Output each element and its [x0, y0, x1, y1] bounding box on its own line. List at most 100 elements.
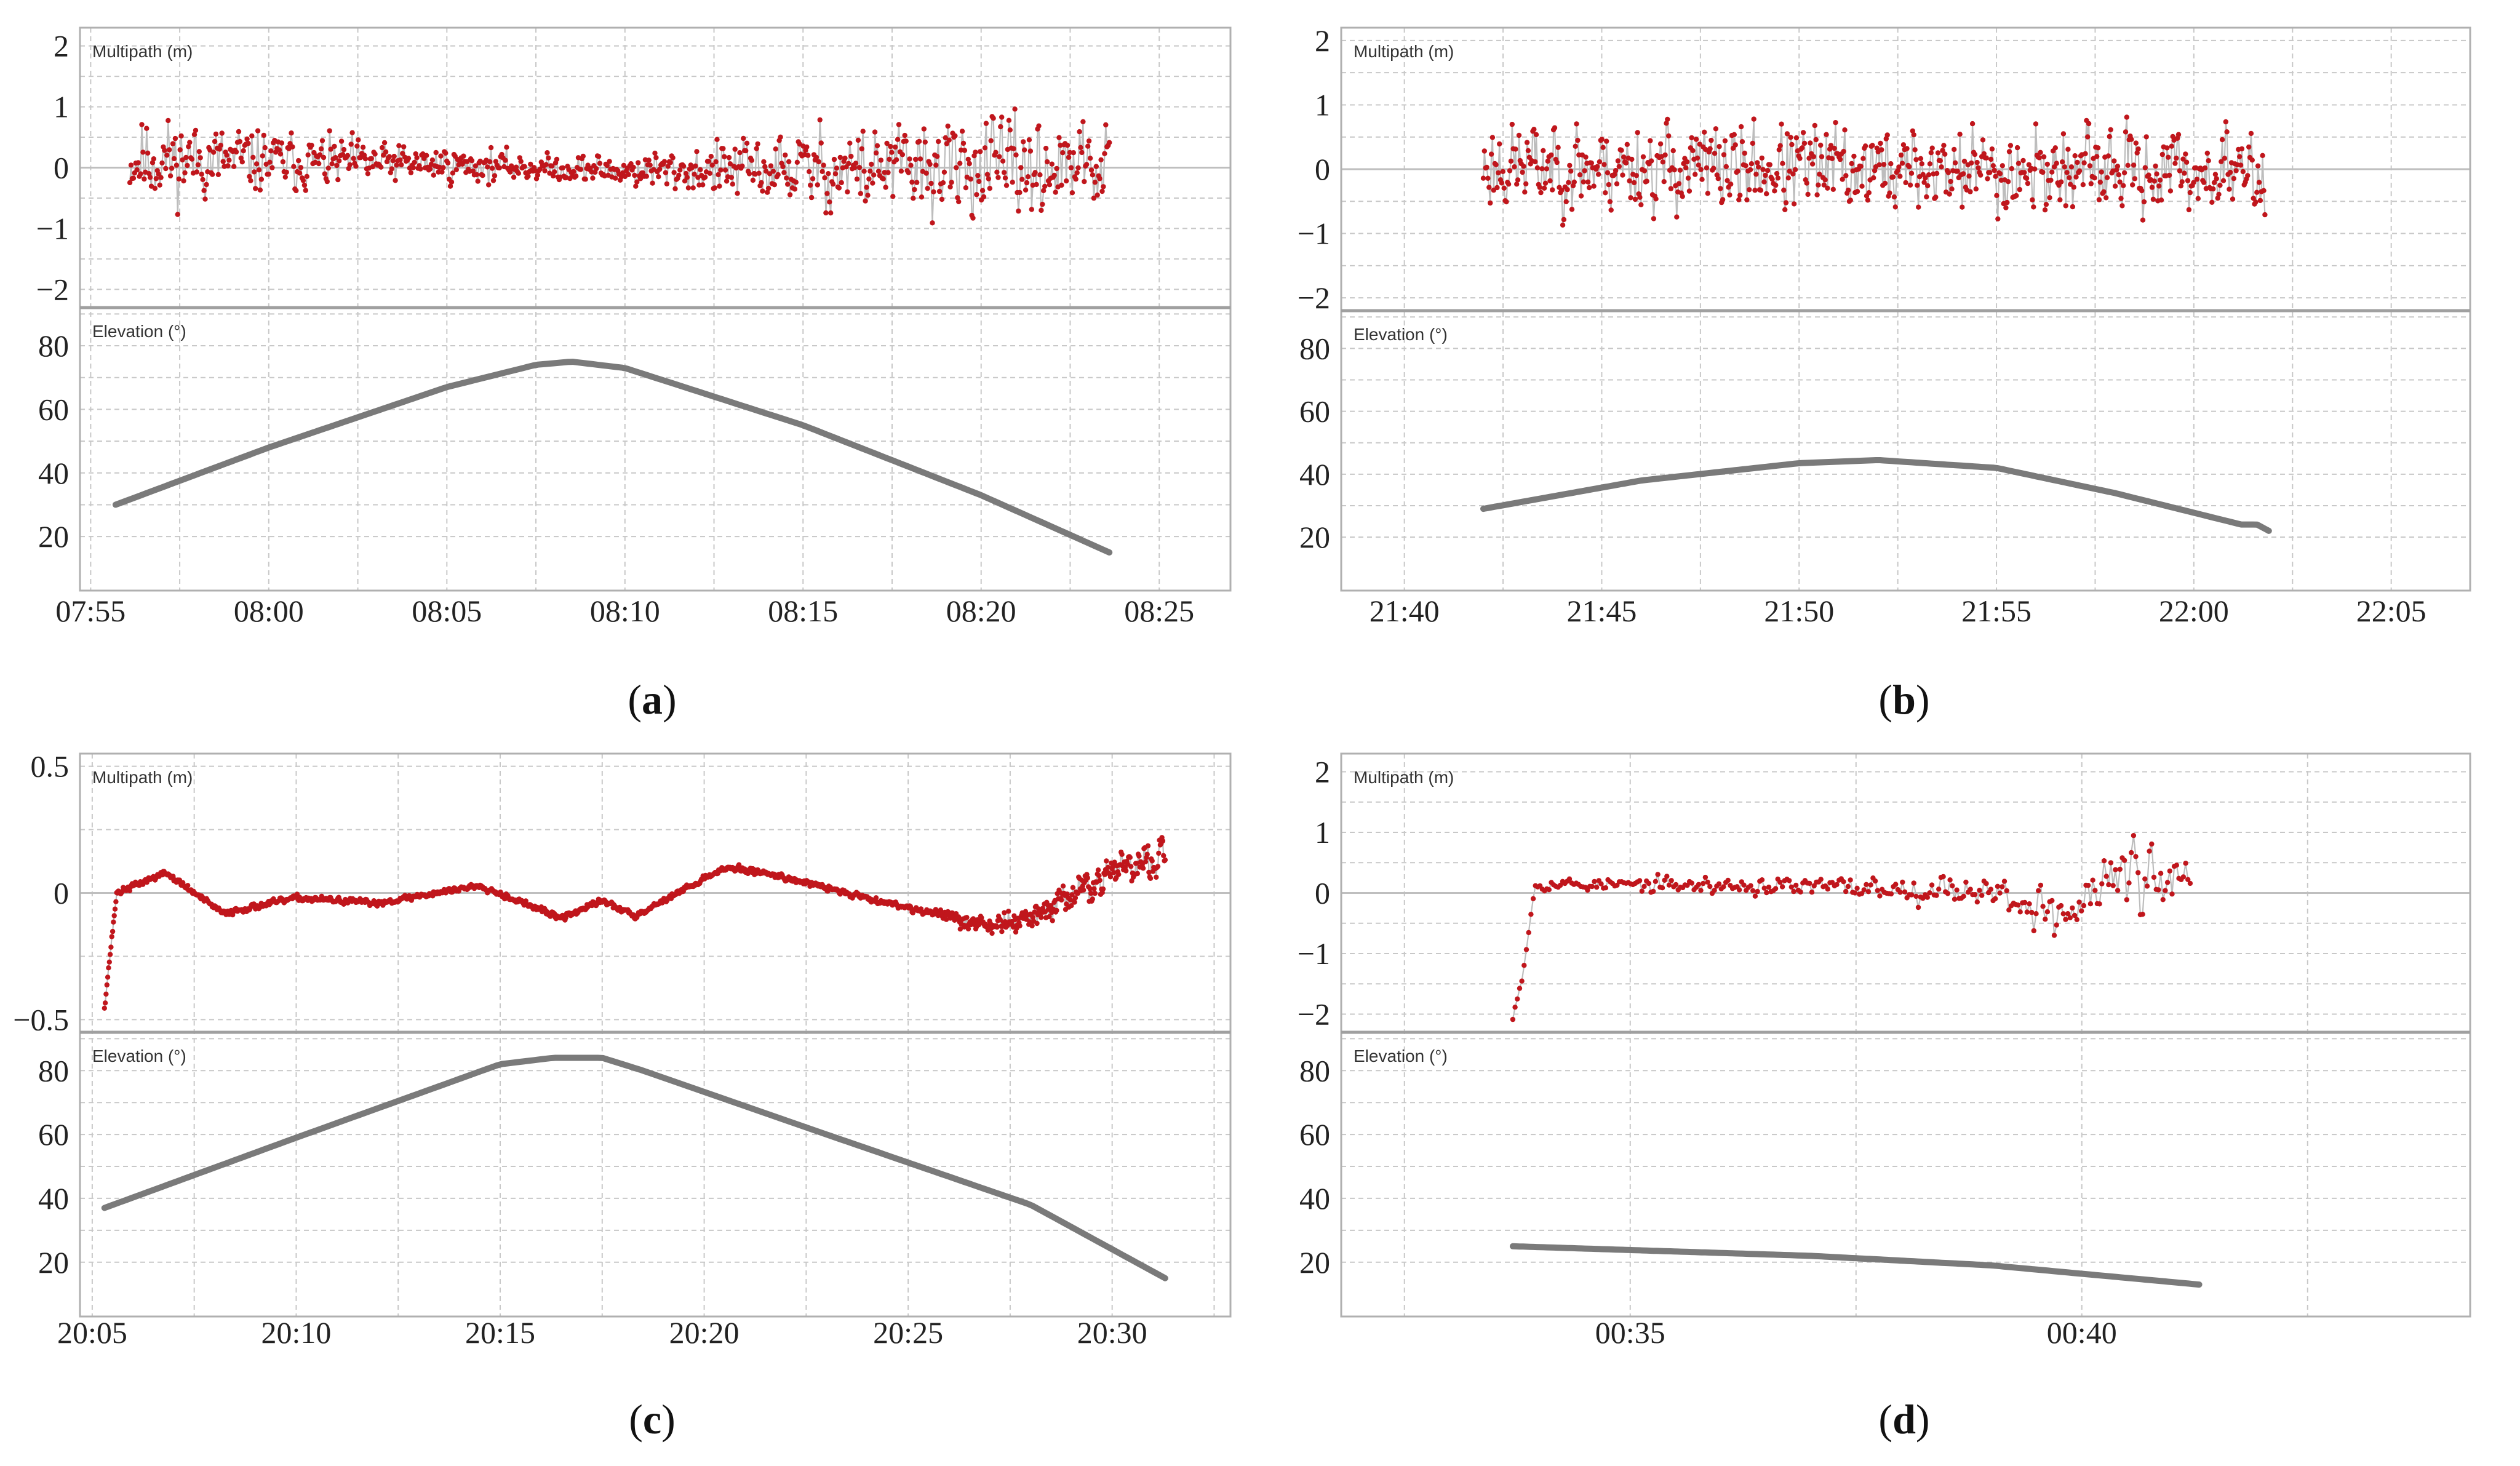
multipath-point — [865, 193, 871, 198]
multipath-point — [2059, 179, 2064, 185]
multipath-point — [665, 164, 671, 169]
multipath-point — [863, 198, 868, 204]
multipath-point — [1817, 172, 1822, 177]
multipath-point — [680, 163, 687, 169]
multipath-point — [2063, 203, 2068, 209]
multipath-point — [280, 159, 286, 165]
multipath-point — [145, 150, 151, 156]
multipath-point — [1908, 892, 1915, 898]
multipath-point — [1095, 192, 1100, 198]
multipath-point — [1069, 892, 1075, 898]
multipath-point — [824, 191, 830, 196]
y-tick-label: 40 — [38, 456, 69, 490]
panel-letter: b — [1892, 676, 1916, 723]
multipath-point — [2070, 905, 2075, 911]
multipath-point — [960, 140, 967, 146]
multipath-point — [919, 194, 925, 200]
multipath-point — [345, 153, 351, 158]
multipath-point — [1993, 896, 1998, 902]
multipath-point — [2090, 877, 2095, 883]
multipath-point — [253, 186, 258, 191]
multipath-point — [656, 174, 661, 180]
multipath-point — [2119, 203, 2125, 209]
multipath-point — [1542, 180, 1549, 186]
multipath-point — [1760, 167, 1766, 172]
multipath-point — [372, 151, 378, 157]
multipath-point — [754, 146, 759, 151]
multipath-point — [2121, 170, 2127, 176]
multipath-point — [1848, 197, 1853, 203]
multipath-point — [1743, 163, 1748, 169]
multipath-point — [1608, 207, 1614, 213]
multipath-point — [381, 140, 388, 146]
multipath-point — [2115, 888, 2121, 893]
multipath-point — [1660, 159, 1665, 165]
multipath-point — [2068, 181, 2073, 187]
multipath-point — [2031, 204, 2036, 210]
multipath-point — [1686, 188, 1693, 194]
multipath-point — [1026, 137, 1032, 143]
multipath-point — [2149, 185, 2155, 190]
multipath-point — [236, 129, 242, 135]
multipath-point — [2130, 182, 2135, 188]
multipath-point — [794, 159, 800, 165]
multipath-point — [193, 127, 199, 133]
multipath-point — [2054, 922, 2059, 928]
multipath-point — [2029, 909, 2035, 915]
panel-caption: (c) — [629, 1396, 676, 1443]
multipath-point — [1631, 180, 1637, 186]
multipath-point — [2172, 161, 2178, 166]
multipath-point — [762, 164, 768, 170]
multipath-point — [2146, 172, 2151, 178]
multipath-point — [1777, 879, 1783, 885]
multipath-point — [931, 189, 936, 194]
multipath-point — [1696, 162, 1701, 168]
multipath-point — [1748, 883, 1753, 888]
multipath-point — [2129, 137, 2134, 142]
multipath-point — [2067, 915, 2073, 921]
x-tick-label: 08:00 — [234, 594, 304, 628]
multipath-point — [783, 152, 788, 158]
multipath-point — [1049, 161, 1055, 167]
multipath-point — [1533, 132, 1539, 137]
multipath-point — [1704, 165, 1710, 170]
multipath-point — [2133, 854, 2139, 859]
y-tick-label: 20 — [38, 1245, 69, 1280]
multipath-point — [1896, 164, 1902, 170]
multipath-point — [301, 182, 308, 188]
multipath-point — [239, 159, 245, 165]
multipath-point — [496, 165, 502, 171]
multipath-point — [1705, 879, 1710, 885]
multipath-point — [2185, 178, 2191, 183]
multipath-point — [1742, 150, 1747, 156]
multipath-point — [1755, 888, 1760, 894]
multipath-point — [1550, 187, 1555, 193]
multipath-point — [793, 180, 799, 185]
y-tick-label: −1 — [1298, 936, 1330, 971]
multipath-point — [2087, 901, 2094, 907]
multipath-point — [1059, 897, 1064, 903]
multipath-point — [597, 161, 603, 166]
multipath-point — [1776, 147, 1782, 153]
multipath-point — [318, 146, 324, 152]
multipath-point — [2147, 848, 2152, 854]
multipath-point — [2140, 912, 2145, 917]
multipath-point — [590, 175, 596, 181]
multipath-point — [2116, 172, 2121, 178]
multipath-point — [1047, 914, 1052, 920]
multipath-point — [2253, 199, 2259, 205]
multipath-point — [2238, 162, 2244, 168]
multipath-point — [2024, 909, 2030, 915]
multipath-point — [1818, 877, 1824, 882]
multipath-point — [1963, 879, 1969, 885]
multipath-point — [2063, 917, 2068, 922]
multipath-point — [1581, 179, 1586, 185]
multipath-point — [142, 176, 147, 182]
multipath-point — [241, 148, 246, 154]
multipath-point — [1604, 138, 1609, 144]
multipath-point — [1616, 164, 1622, 169]
multipath-point — [1676, 181, 1682, 186]
multipath-point — [906, 170, 911, 175]
multipath-point — [1759, 155, 1764, 161]
multipath-point — [925, 186, 930, 191]
